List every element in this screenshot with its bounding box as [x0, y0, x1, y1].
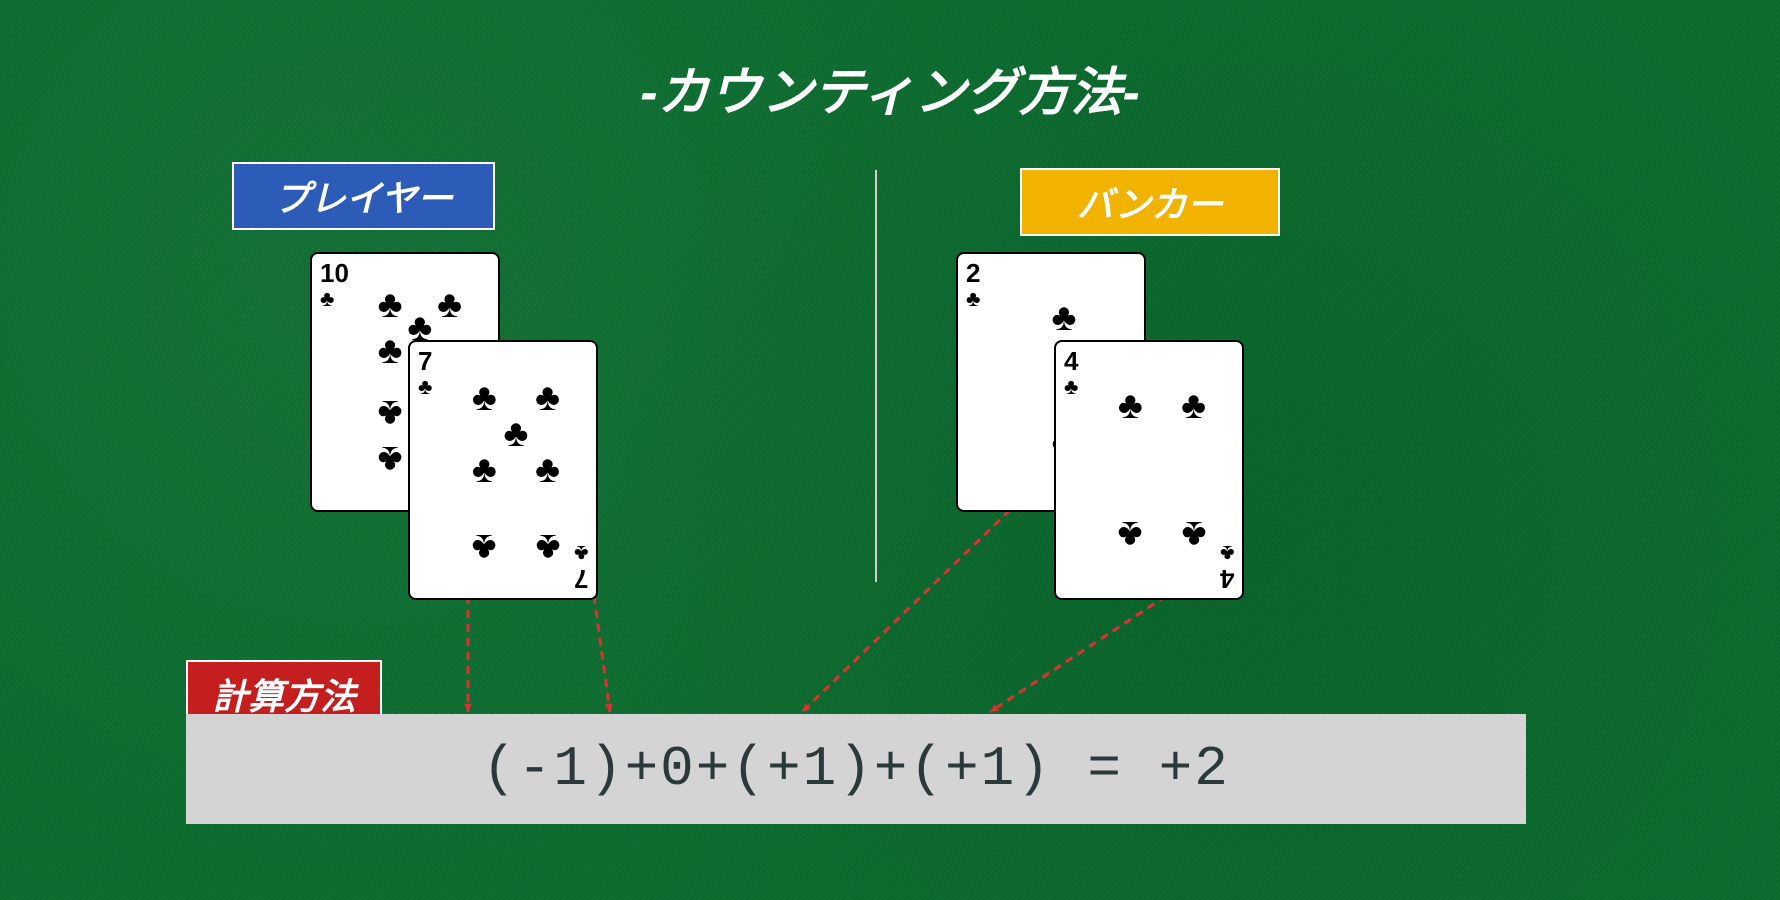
formula-bar: (-1)+0+(+1)+(+1) = +2	[186, 714, 1526, 824]
player-label: プレイヤー	[232, 162, 495, 230]
page-title: -カウンティング方法-	[640, 50, 1140, 125]
player-card-7: 7♣7♣♣♣♣♣♣♣♣	[408, 340, 598, 600]
banker-label: バンカー	[1020, 168, 1280, 236]
formula-text: (-1)+0+(+1)+(+1) = +2	[482, 737, 1230, 801]
arrow-head-1	[605, 703, 613, 712]
center-divider	[875, 170, 877, 582]
arrow-line-2	[802, 510, 1010, 712]
banker-card-4: 4♣4♣♣♣♣♣	[1054, 340, 1244, 600]
arrow-head-0	[464, 704, 472, 712]
arrow-head-2	[802, 704, 811, 712]
arrow-head-3	[990, 704, 999, 712]
arrow-line-1	[594, 596, 610, 712]
arrow-line-3	[990, 596, 1166, 712]
